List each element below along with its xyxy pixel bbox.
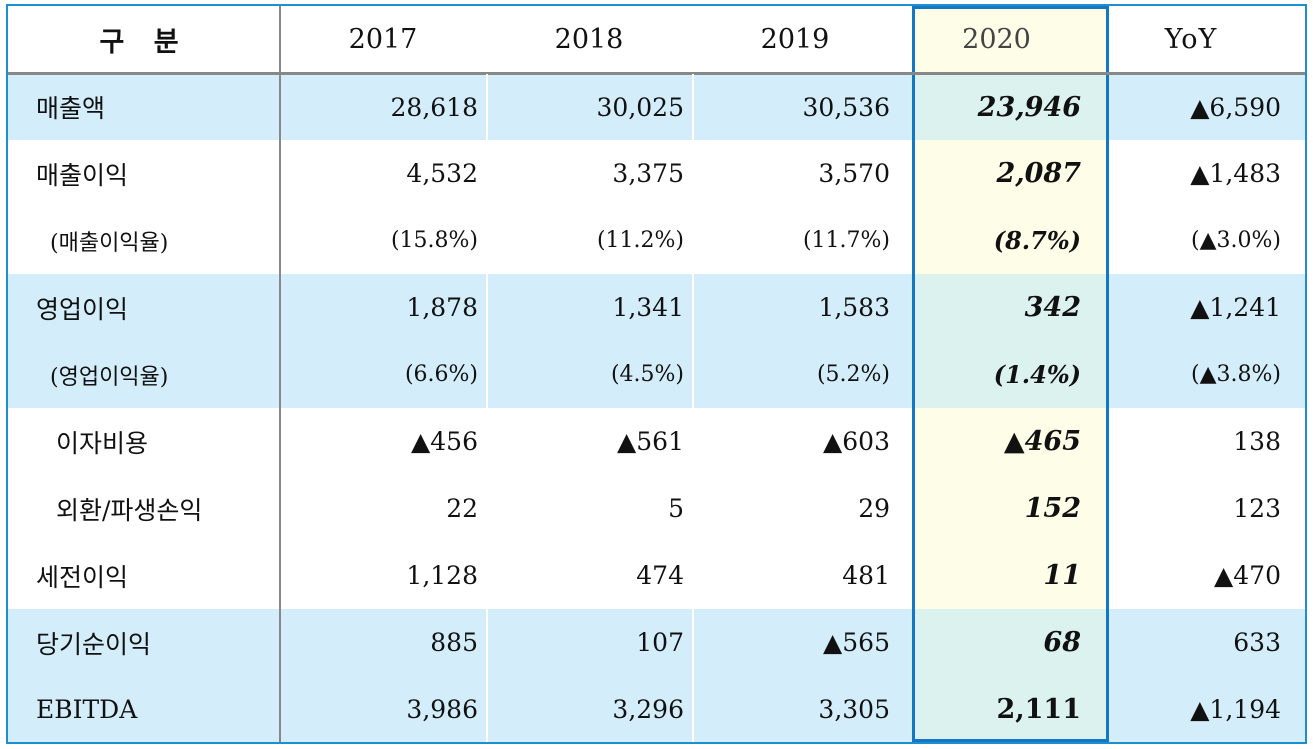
header-2020: 2020 — [962, 23, 1031, 55]
cell-2020: 2,111 — [996, 693, 1081, 725]
cell-yoy: (▲3.8%) — [1191, 362, 1281, 387]
cell-yoy: 123 — [1233, 494, 1281, 523]
table-row: 영업이익 1,878 1,341 1,583 342 ▲1,241 — [8, 274, 1305, 341]
cell-2018: 5 — [668, 494, 684, 523]
cell-2020: 152 — [1024, 493, 1081, 524]
cell-2019: ▲565 — [823, 628, 890, 657]
row-label: 외환/파생손익 — [56, 495, 203, 525]
cell-2019: (5.2%) — [816, 362, 890, 387]
cell-2017: (15.8%) — [390, 228, 478, 253]
cell-yoy: ▲470 — [1214, 561, 1281, 590]
row-label: 당기순이익 — [36, 629, 152, 659]
cell-2020: 2,087 — [996, 158, 1081, 189]
cell-2017: 1,128 — [406, 561, 478, 590]
cell-yoy: ▲6,590 — [1190, 92, 1281, 122]
table-row: 외환/파생손익 22 5 29 152 123 — [8, 475, 1305, 542]
gap-2017-2018 — [486, 74, 488, 742]
table-row: 이자비용 ▲456 ▲561 ▲603 ▲465 138 — [8, 408, 1305, 475]
cell-2018: (4.5%) — [610, 362, 684, 387]
cell-2018: ▲561 — [617, 427, 684, 456]
cell-2019: ▲603 — [823, 427, 890, 456]
row-label: 세전이익 — [36, 562, 129, 592]
divider-label-column — [279, 6, 281, 742]
header-2018: 2018 — [554, 23, 624, 55]
header-yoy: YoY — [1164, 23, 1218, 55]
cell-2020: 11 — [1043, 560, 1081, 591]
row-label: 매출액 — [36, 94, 106, 123]
highlight-2020-band-sales — [915, 74, 1106, 140]
cell-yoy: (▲3.0%) — [1191, 228, 1281, 253]
cell-2017: 4,532 — [406, 159, 478, 188]
table-row: (영업이익율) (6.6%) (4.5%) (5.2%) (1.4%) (▲3.… — [8, 341, 1305, 408]
row-label: (매출이익율) — [50, 230, 169, 256]
cell-2017: 3,986 — [406, 694, 478, 724]
table-row: 당기순이익 885 107 ▲565 68 633 — [8, 609, 1305, 676]
cell-2017: 28,618 — [390, 92, 478, 122]
header-2017: 2017 — [348, 23, 418, 55]
cell-yoy: ▲1,483 — [1190, 159, 1281, 188]
cell-2018: (11.2%) — [596, 228, 684, 253]
cell-2017: (6.6%) — [404, 362, 478, 387]
table-row: EBITDA 3,986 3,296 3,305 2,111 ▲1,194 — [8, 676, 1305, 742]
cell-yoy: ▲1,194 — [1190, 694, 1281, 724]
cell-2020: (8.7%) — [993, 226, 1081, 255]
cell-2020: ▲465 — [1003, 426, 1081, 457]
cell-2017: 885 — [430, 628, 478, 657]
header-2019: 2019 — [760, 23, 830, 55]
cell-yoy: 633 — [1233, 628, 1281, 657]
highlight-2020-band-operating — [915, 274, 1106, 408]
highlight-2020-band-net — [915, 609, 1106, 739]
cell-2020: 68 — [1043, 627, 1081, 658]
cell-2018: 107 — [636, 628, 684, 657]
cell-2019: 29 — [858, 494, 890, 523]
cell-yoy: 138 — [1233, 427, 1281, 456]
header-divider — [8, 72, 1305, 75]
financial-table: 구 분 2017 2018 2019 2020 YoY 매출액 28,618 3… — [6, 4, 1307, 744]
table-row: 매출액 28,618 30,025 30,536 23,946 ▲6,590 — [8, 74, 1305, 140]
cell-2017: 1,878 — [406, 293, 478, 322]
cell-2020: 23,946 — [977, 91, 1081, 123]
cell-2019: 3,305 — [818, 694, 890, 724]
cell-2018: 1,341 — [612, 293, 684, 322]
cell-2018: 474 — [636, 561, 684, 590]
cell-yoy: ▲1,241 — [1190, 293, 1281, 322]
cell-2020: 342 — [1024, 292, 1081, 323]
cell-2017: ▲456 — [411, 427, 478, 456]
cell-2018: 3,375 — [612, 159, 684, 188]
cell-2019: 3,570 — [818, 159, 890, 188]
cell-2017: 22 — [446, 494, 478, 523]
gap-2018-2019 — [692, 74, 694, 742]
table-row: 세전이익 1,128 474 481 11 ▲470 — [8, 542, 1305, 609]
cell-2019: (11.7%) — [802, 228, 890, 253]
row-label: 이자비용 — [56, 428, 149, 458]
header-row: 구 분 2017 2018 2019 2020 YoY — [8, 6, 1305, 72]
row-label: 매출이익 — [36, 160, 129, 190]
cell-2018: 3,296 — [612, 694, 684, 724]
cell-2019: 1,583 — [818, 293, 890, 322]
cell-2019: 481 — [842, 561, 890, 590]
row-label: 영업이익 — [36, 294, 129, 324]
table-row: 매출이익 4,532 3,375 3,570 2,087 ▲1,483 — [8, 140, 1305, 207]
row-label: EBITDA — [36, 694, 138, 724]
row-label: (영업이익율) — [50, 364, 169, 390]
cell-2018: 30,025 — [596, 92, 684, 122]
table-row: (매출이익율) (15.8%) (11.2%) (11.7%) (8.7%) (… — [8, 207, 1305, 274]
cell-2020: (1.4%) — [993, 360, 1081, 389]
header-label: 구 분 — [99, 26, 189, 58]
cell-2019: 30,536 — [802, 92, 890, 122]
